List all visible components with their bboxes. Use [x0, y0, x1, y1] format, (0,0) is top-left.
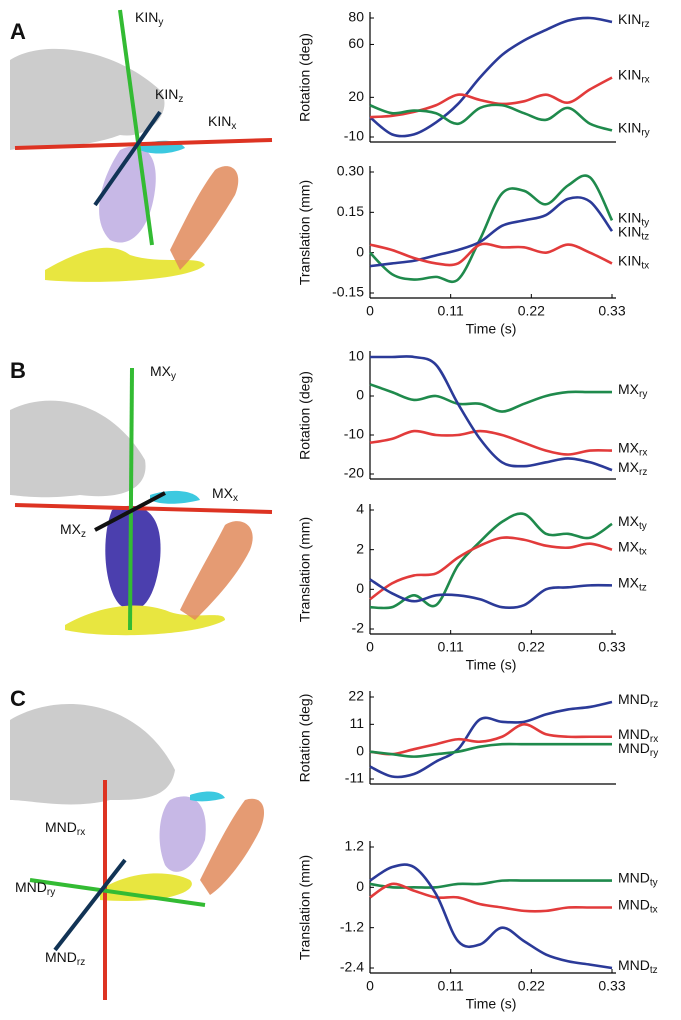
figure: A B C KINy KINz KINx MXy MXx MXz MNDrx M…	[0, 0, 681, 1020]
y-axis-label: Rotation (deg)	[297, 694, 313, 783]
series-line	[370, 537, 612, 599]
y-axis-label: Translation (mm)	[297, 180, 313, 285]
legend-label: MNDtz	[618, 957, 658, 976]
legend-label: MXty	[618, 513, 647, 532]
axis-label: MXy	[150, 363, 176, 382]
axis-label: MNDrx	[45, 819, 85, 838]
legend-label: MNDtx	[618, 896, 658, 915]
legend-label: MXtx	[618, 538, 647, 557]
x-tick-label: 0	[366, 639, 374, 655]
y-tick-label: -2	[352, 620, 365, 636]
y-tick-label: -10	[344, 128, 364, 144]
legend-label: MNDty	[618, 869, 658, 888]
y-tick-label: -1.2	[340, 918, 364, 934]
y-tick-label: 0	[356, 243, 364, 259]
axis-label: KINy	[135, 9, 163, 28]
y-tick-label: 0.15	[337, 203, 364, 219]
series-line	[370, 884, 612, 911]
x-tick-label: 0.11	[438, 978, 464, 994]
y-tick-label: 0	[356, 387, 364, 403]
x-tick-label: 0.22	[518, 978, 545, 994]
panel-letter: C	[10, 686, 26, 711]
y-tick-label: -10	[344, 426, 364, 442]
y-tick-label: 60	[348, 35, 364, 51]
y-axis-label: Rotation (deg)	[297, 33, 313, 122]
y-tick-label: 20	[348, 88, 364, 104]
series-line	[370, 579, 612, 607]
x-tick-label: 0.22	[518, 639, 545, 655]
panel-letter: A	[10, 19, 26, 44]
x-tick-label: 0.33	[598, 639, 625, 655]
legend-label: KINrz	[618, 11, 650, 30]
series-line	[370, 384, 612, 411]
y-tick-label: 1.2	[345, 838, 365, 854]
legend-label: KINry	[618, 119, 650, 138]
series-line	[370, 18, 612, 136]
x-tick-label: 0	[366, 978, 374, 994]
y-axis-label: Rotation (deg)	[297, 371, 313, 460]
panel-letter: B	[10, 358, 26, 383]
y-tick-label: 2	[356, 540, 364, 556]
y-tick-label: 0	[356, 580, 364, 596]
x-tick-label: 0.22	[518, 303, 545, 319]
y-tick-label: -11	[345, 770, 364, 786]
y-tick-label: 80	[348, 9, 364, 25]
axis-label: MXz	[60, 521, 86, 540]
x-tick-label: 0.11	[438, 639, 464, 655]
y-tick-label: 11	[349, 715, 364, 731]
x-tick-label: 0	[366, 303, 374, 319]
y-tick-label: -20	[344, 465, 364, 481]
legend-label: MXtz	[618, 574, 647, 593]
legend-label: KINtx	[618, 252, 649, 271]
series-line	[370, 176, 612, 282]
x-tick-label: 0.11	[438, 303, 464, 319]
y-tick-label: 22	[348, 688, 364, 704]
x-tick-label: 0.33	[598, 303, 625, 319]
axis-label: MNDrz	[45, 949, 85, 968]
y-tick-label: 0	[356, 742, 364, 758]
render-a	[10, 10, 272, 282]
y-tick-label: 0	[356, 878, 364, 894]
axis-label: MXx	[212, 485, 238, 504]
x-axis-label: Time (s)	[466, 996, 517, 1012]
series-line	[370, 105, 612, 131]
series-line	[370, 724, 612, 754]
y-tick-label: 4	[356, 501, 364, 517]
x-tick-label: 0.33	[598, 978, 625, 994]
legend-label: MXrx	[618, 439, 647, 458]
x-axis-label: Time (s)	[466, 657, 517, 673]
y-tick-label: -0.15	[332, 284, 364, 300]
y-tick-label: -2.4	[340, 959, 364, 975]
legend-label: KINrx	[618, 66, 650, 85]
y-axis-label: Translation (mm)	[297, 517, 313, 622]
legend-label: MXry	[618, 381, 647, 400]
legend-label: MXrz	[618, 459, 647, 478]
series-line	[370, 514, 612, 609]
y-axis-label: Translation (mm)	[297, 855, 313, 960]
y-tick-label: 10	[348, 348, 364, 364]
axis-label: KINx	[208, 113, 236, 132]
y-tick-label: 0.30	[337, 163, 364, 179]
x-axis-label: Time (s)	[466, 321, 517, 337]
legend-label: MNDrz	[618, 691, 658, 710]
